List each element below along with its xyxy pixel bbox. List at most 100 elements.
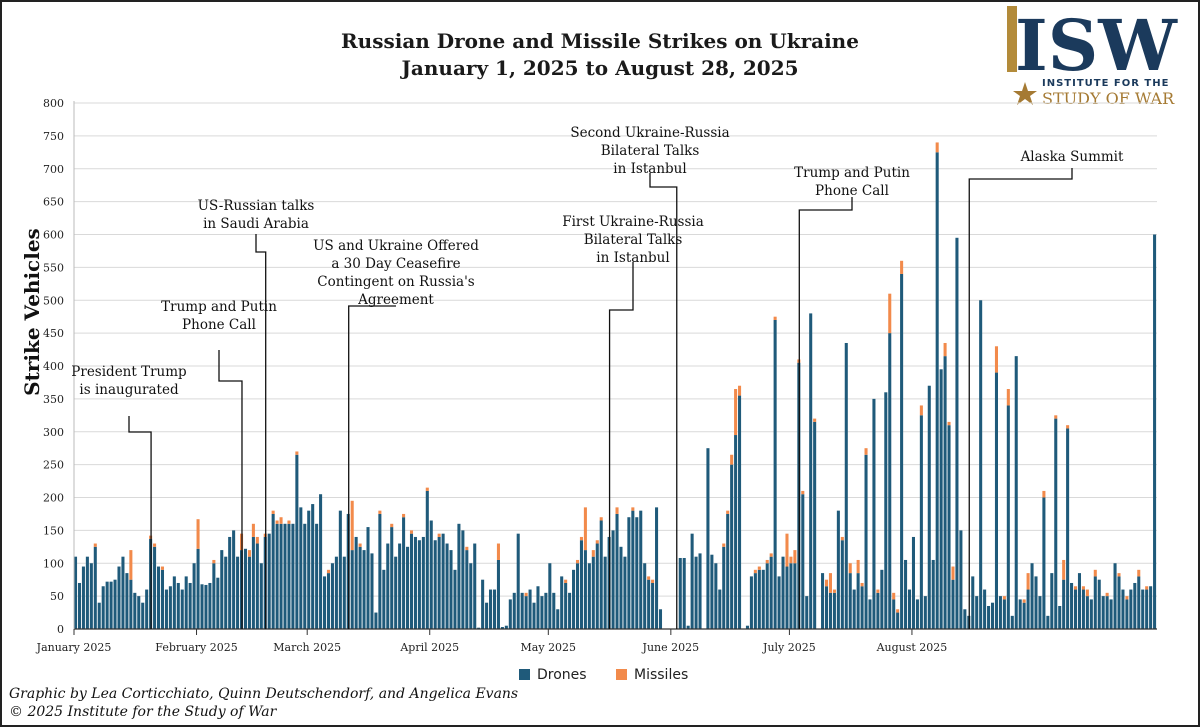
bar-drones [200, 584, 204, 629]
bar-drones [216, 577, 220, 629]
bar-drones [678, 557, 682, 629]
bar-missiles [1073, 586, 1078, 590]
bar-missiles [785, 533, 789, 567]
annotation-leader [348, 305, 396, 629]
bar-drones [145, 589, 149, 629]
bar-drones [1145, 589, 1149, 629]
bar-drones [386, 543, 390, 629]
bar-drones [81, 566, 85, 629]
bar-drones [409, 533, 414, 629]
bar-drones [342, 556, 346, 629]
bar-drones [615, 513, 619, 629]
bar-missiles [1137, 569, 1141, 577]
x-tick-label: July 2025 [762, 641, 816, 654]
bar-missiles [919, 405, 923, 416]
bar-drones [77, 582, 82, 629]
bar-drones [492, 589, 497, 629]
bar-drones [500, 627, 504, 629]
bar-missiles [251, 523, 255, 537]
legend-item-missiles: Missiles [616, 667, 688, 683]
bar-drones [1085, 596, 1089, 629]
bar-drones [425, 490, 429, 629]
bar-drones [1121, 589, 1125, 629]
bar-drones [931, 559, 935, 629]
bar-drones [299, 507, 303, 629]
bar-drones [1105, 596, 1109, 629]
bar-drones [406, 546, 410, 629]
bar-missiles [583, 507, 587, 551]
bar-drones [959, 530, 963, 629]
bar-drones [330, 563, 334, 629]
bar-drones [1006, 405, 1010, 629]
bar-drones [619, 546, 623, 629]
bar-missiles [651, 579, 655, 583]
bar-drones [915, 599, 919, 629]
bar-drones [137, 596, 141, 629]
bar-drones [251, 536, 255, 629]
bar-drones [1002, 599, 1006, 629]
annotation-label: Trump and Putin [794, 165, 910, 181]
bar-drones [1062, 579, 1066, 629]
bar-drones [919, 415, 923, 629]
bar-drones [417, 540, 421, 629]
bar-drones [1046, 615, 1050, 629]
bar-missiles [153, 543, 157, 547]
annotation-leader [608, 262, 634, 629]
bar-drones [655, 507, 659, 629]
bar-drones [421, 536, 425, 629]
bar-drones [473, 543, 477, 629]
bar-drones [572, 569, 576, 629]
bar-drones [125, 573, 129, 629]
bar-drones [757, 569, 761, 629]
annotation-label: President Trump [71, 364, 186, 380]
bar-missiles [896, 609, 900, 613]
bar-missiles [575, 559, 580, 564]
bar-drones [520, 592, 524, 629]
y-tick-label: 50 [50, 590, 64, 603]
bar-drones [453, 569, 457, 629]
bar-drones [457, 523, 461, 629]
bar-missiles [900, 260, 904, 274]
bar-missiles [591, 550, 595, 557]
bar-drones [1129, 589, 1133, 629]
bar-drones [813, 421, 817, 629]
bar-drones [224, 556, 228, 629]
bar-missiles [773, 316, 777, 320]
y-tick-label: 400 [43, 360, 64, 373]
bar-drones [366, 527, 370, 629]
bar-missiles [1006, 389, 1010, 406]
bar-drones [651, 582, 655, 629]
bar-drones [923, 596, 927, 629]
bar-drones [362, 550, 366, 629]
bar-missiles [212, 559, 216, 564]
bar-missiles [358, 543, 362, 547]
bar-missiles [813, 418, 817, 422]
y-tick-label: 500 [43, 294, 64, 307]
bar-missiles [255, 536, 259, 544]
x-tick-label: February 2025 [155, 641, 237, 654]
bar-missiles [1026, 573, 1030, 590]
star-icon [1013, 82, 1037, 105]
x-tick-label: August 2025 [876, 641, 948, 654]
bar-drones [627, 517, 631, 629]
bar-missiles [524, 592, 528, 597]
bar-drones [698, 553, 702, 629]
bar-drones [975, 596, 979, 629]
bar-drones [765, 563, 769, 629]
bar-drones [1089, 599, 1093, 629]
bar-drones [722, 546, 726, 629]
bar-drones [326, 573, 331, 629]
bar-missiles [496, 543, 500, 560]
bar-drones [769, 556, 773, 629]
bar-drones [85, 556, 89, 629]
bar-drones [338, 510, 342, 629]
bar-missiles [848, 563, 852, 574]
bar-missiles [769, 553, 773, 557]
bar-drones [611, 530, 615, 629]
bar-drones [255, 543, 259, 629]
bar-missiles [402, 513, 406, 518]
bar-drones [994, 372, 998, 629]
annotation-label: Bilateral Talks [584, 232, 683, 248]
bar-missiles [1125, 596, 1129, 600]
annotation-label: Phone Call [815, 183, 889, 199]
